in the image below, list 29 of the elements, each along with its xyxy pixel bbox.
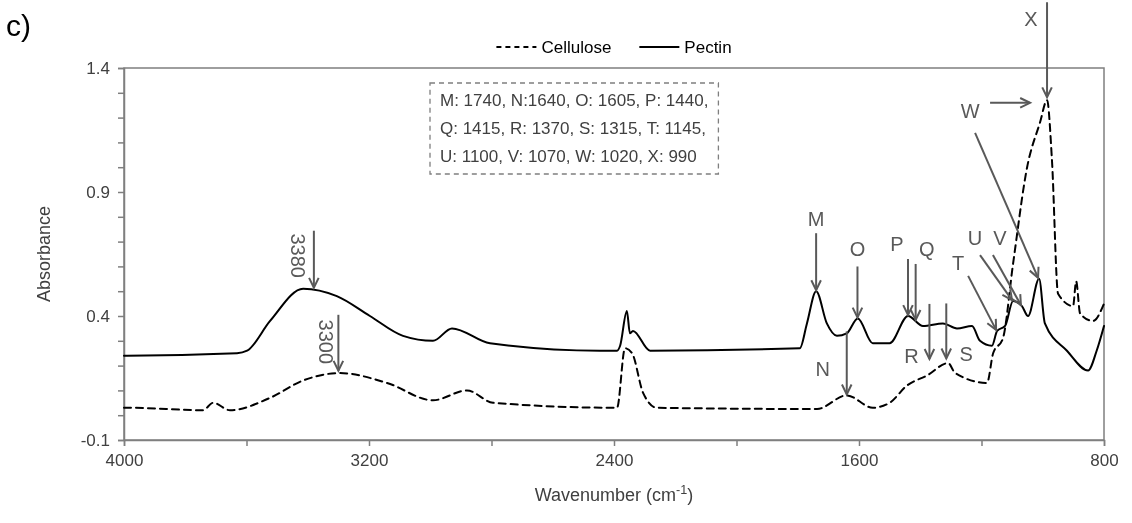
- annotation: X: [1024, 7, 1038, 30]
- annotation: P: [890, 233, 904, 256]
- annotation: O: [849, 237, 866, 260]
- legend-label: Pectin: [684, 38, 732, 57]
- annotation: 3300: [315, 319, 338, 365]
- annotation: W: [960, 100, 980, 123]
- x-tick-label: 1600: [840, 451, 879, 471]
- annotation: Q: [918, 238, 935, 261]
- x-axis-title: Wavenumber (cm$^{-1}$): [534, 483, 694, 505]
- y-tick-label: 0.4: [86, 306, 110, 326]
- y-tick-label: 1.4: [86, 58, 110, 78]
- legend-label: Cellulose: [541, 38, 612, 57]
- annotation: T: [952, 252, 965, 275]
- x-tick-label: 4000: [105, 451, 144, 471]
- annotation: 3380: [286, 233, 309, 278]
- chart-title: c): [6, 9, 31, 42]
- annotation: R: [904, 345, 919, 368]
- annotation: N: [815, 357, 830, 380]
- x-tick-label: 3200: [350, 451, 389, 471]
- y-tick-label: -0.1: [80, 430, 110, 450]
- annotation: U: [967, 227, 983, 250]
- annotation: S: [959, 342, 973, 365]
- annotation: V: [993, 227, 1008, 250]
- annotation: M: [807, 208, 825, 231]
- y-axis-title: Absorbance: [34, 205, 54, 303]
- x-tick-label: 2400: [595, 451, 634, 471]
- y-tick-label: 0.9: [86, 182, 110, 202]
- x-tick-label: 800: [1090, 451, 1119, 471]
- annotation: M: 1740, N:1640, O: 1605, P: 1440, Q: 1415, R: 1370, S: 1315, T: 1145, U: 1100, V: 1070, W: 1020, X: 990: [440, 91, 709, 166]
